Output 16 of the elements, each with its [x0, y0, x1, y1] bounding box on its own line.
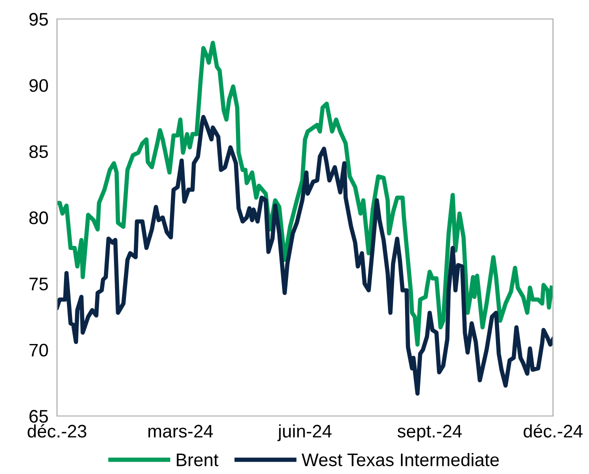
y-tick-label: 65	[30, 410, 48, 423]
y-tick-label: 95	[29, 12, 48, 26]
x-tick-label: mars-24	[148, 424, 213, 438]
line-series	[57, 114, 553, 396]
x-tick-label: sept.-24	[398, 424, 462, 442]
y-tick-label: 85	[29, 145, 48, 158]
line-series	[57, 40, 553, 347]
legend-label: West Texas Intermediate	[302, 452, 499, 466]
x-tick-label: juin-24	[277, 424, 332, 442]
x-tick-label: déc.-23	[28, 424, 86, 438]
legend-label: Brent	[176, 454, 218, 466]
x-tick-label: déc.-24	[524, 424, 583, 438]
y-tick-label: 75	[30, 278, 48, 290]
y-tick-label: 90	[29, 79, 48, 92]
y-tick-label: 80	[29, 211, 48, 224]
y-tick-label: 70	[30, 344, 48, 357]
